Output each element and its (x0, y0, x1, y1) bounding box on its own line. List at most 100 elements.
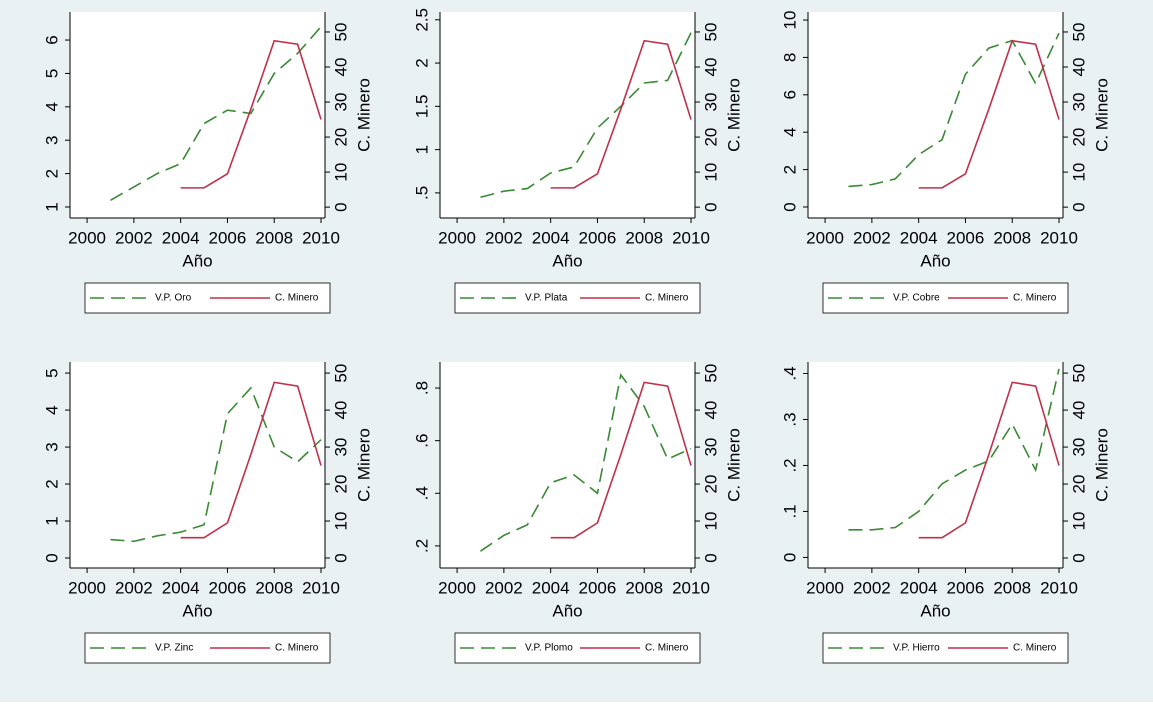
series-line (550, 381, 692, 539)
series-line (480, 372, 692, 552)
series-line (110, 386, 322, 543)
x-tick-label: 2004 (162, 578, 200, 597)
x-tick-label: 2000 (438, 228, 476, 247)
y-tick-label: .2 (412, 539, 431, 553)
y-tick-label: 2 (780, 165, 799, 174)
y-tick-label: 4 (42, 102, 61, 111)
y2-tick-label: 40 (701, 401, 720, 420)
y-tick-label: 0 (780, 202, 799, 211)
legend-label: C. Minero (1013, 643, 1057, 654)
y2-tick-label: 40 (1069, 58, 1088, 77)
y2-tick-label: 50 (701, 364, 720, 383)
y2-tick-label: 30 (331, 438, 350, 457)
y2-axis-label: C. Minero (724, 428, 743, 502)
plot-area (808, 12, 1063, 218)
y-tick-label: .8 (412, 381, 431, 395)
x-tick-label: 2006 (579, 228, 617, 247)
y2-axis-label: C. Minero (354, 78, 373, 152)
x-tick-label: 2002 (853, 228, 891, 247)
y2-axis-label: C. Minero (1092, 428, 1111, 502)
series-line (180, 39, 322, 189)
y2-tick-label: 20 (701, 128, 720, 147)
y-tick-label: 2.5 (412, 8, 431, 32)
y2-tick-label: 20 (701, 475, 720, 494)
y-tick-label: 1 (412, 145, 431, 154)
y-tick-label: 1 (42, 202, 61, 211)
x-tick-label: 2008 (625, 578, 663, 597)
x-tick-label: 2006 (579, 578, 617, 597)
series-line (918, 39, 1060, 189)
y2-axis-label: C. Minero (724, 78, 743, 152)
y-tick-label: 3 (42, 442, 61, 451)
x-tick-label: 2006 (209, 578, 247, 597)
y2-tick-label: 30 (331, 93, 350, 112)
plot-area (440, 12, 695, 218)
x-tick-label: 2004 (532, 228, 570, 247)
x-tick-label: 2010 (302, 228, 340, 247)
x-tick-label: 2004 (900, 578, 938, 597)
y2-tick-label: 0 (331, 553, 350, 562)
x-tick-label: 2002 (853, 578, 891, 597)
legend-box (84, 282, 331, 314)
y-tick-label: .6 (412, 434, 431, 448)
y2-tick-label: 10 (1069, 512, 1088, 531)
y-tick-label: .2 (780, 458, 799, 472)
y2-tick-label: 10 (701, 512, 720, 531)
x-axis-label: Año (182, 251, 212, 270)
legend-box (822, 632, 1069, 664)
legend-box (822, 282, 1069, 314)
plot-area (440, 362, 695, 568)
y-tick-label: 8 (780, 53, 799, 62)
series-line (918, 381, 1060, 539)
y-tick-label: .4 (412, 486, 431, 500)
y2-tick-label: 0 (701, 553, 720, 562)
y-tick-label: 5 (42, 69, 61, 78)
y-tick-label: 6 (780, 90, 799, 99)
plot-area (70, 12, 325, 218)
legend-label: V.P. Plomo (525, 643, 573, 654)
y2-tick-label: 20 (1069, 475, 1088, 494)
y-tick-label: .1 (780, 504, 799, 518)
y-tick-label: 0 (42, 553, 61, 562)
y2-tick-label: 0 (1069, 553, 1088, 562)
y-tick-label: 2 (412, 58, 431, 67)
x-tick-label: 2008 (255, 578, 293, 597)
legend-box (454, 632, 701, 664)
series-line (848, 32, 1060, 188)
x-axis-label: Año (920, 251, 950, 270)
x-tick-label: 2000 (806, 228, 844, 247)
y2-tick-label: 20 (1069, 128, 1088, 147)
y2-tick-label: 40 (331, 401, 350, 420)
x-tick-label: 2010 (1040, 578, 1078, 597)
y2-tick-label: 40 (1069, 401, 1088, 420)
x-axis-label: Año (920, 601, 950, 620)
x-tick-label: 2000 (68, 228, 106, 247)
y2-tick-label: 40 (331, 58, 350, 77)
legend-label: C. Minero (275, 293, 319, 304)
legend-label: V.P. Zinc (155, 643, 193, 654)
y2-tick-label: 10 (1069, 163, 1088, 182)
legend-box (454, 282, 701, 314)
y-tick-label: 10 (780, 11, 799, 30)
x-tick-label: 2004 (532, 578, 570, 597)
legend-label: V.P. Plata (525, 293, 568, 304)
x-tick-label: 2000 (68, 578, 106, 597)
y2-tick-label: 30 (701, 438, 720, 457)
legend-label: V.P. Cobre (893, 293, 940, 304)
y2-tick-label: 20 (331, 128, 350, 147)
x-tick-label: 2002 (485, 578, 523, 597)
y2-tick-label: 0 (1069, 202, 1088, 211)
y2-tick-label: 30 (1069, 438, 1088, 457)
y2-tick-label: 20 (331, 475, 350, 494)
x-tick-label: 2000 (438, 578, 476, 597)
y-tick-label: 5 (42, 368, 61, 377)
x-tick-label: 2002 (485, 228, 523, 247)
legend-label: C. Minero (1013, 293, 1057, 304)
x-tick-label: 2006 (209, 228, 247, 247)
y-tick-label: 1.5 (412, 95, 431, 119)
y2-tick-label: 30 (701, 93, 720, 112)
x-tick-label: 2006 (947, 578, 985, 597)
y-tick-label: .4 (780, 366, 799, 380)
y2-tick-label: 10 (331, 512, 350, 531)
